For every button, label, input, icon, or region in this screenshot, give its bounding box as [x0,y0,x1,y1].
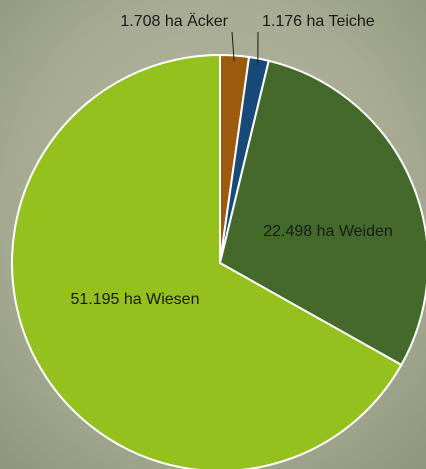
slice-label: 51.195 ha Wiesen [71,291,200,308]
chart: 1.708 ha Äcker 1.176 ha Teiche 22.498 ha W… [0,0,426,469]
slice-label: 1.708 ha Äcker [120,12,228,30]
slice-label: 22.498 ha Weiden [263,223,393,240]
slice-label: 1.176 ha Teiche [262,13,375,30]
page: 1.708 ha Äcker 1.176 ha Teiche 22.498 ha W… [0,0,426,469]
